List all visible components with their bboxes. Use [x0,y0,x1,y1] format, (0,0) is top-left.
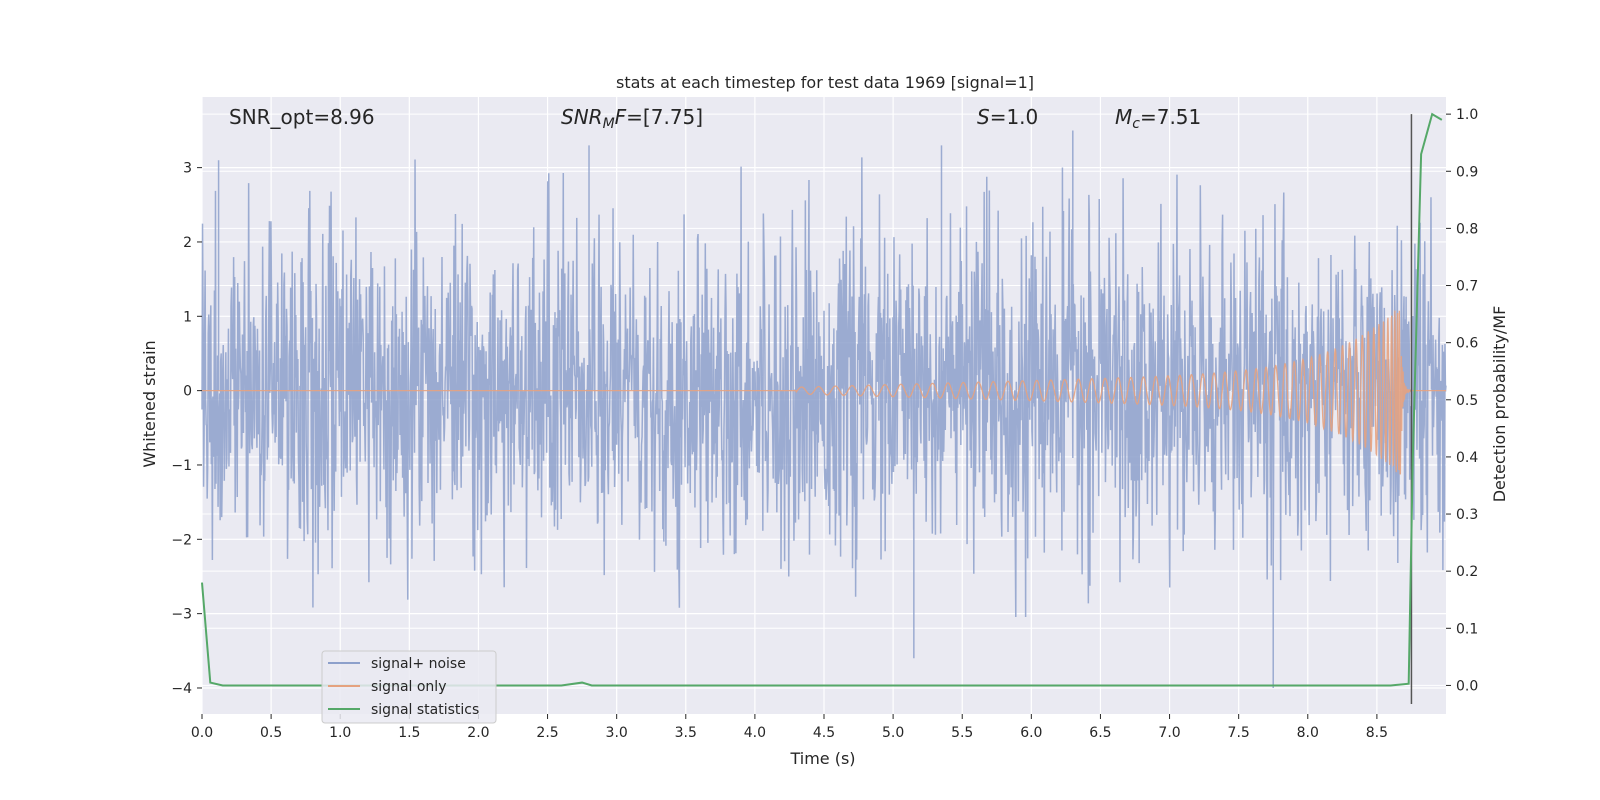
mc-value: =7.51 [1140,105,1201,129]
y-tick-label: 3 [183,161,192,177]
s-symbol: S [977,105,990,129]
legend-label-signal-noise: signal+ noise [371,656,466,672]
x-tick-label: 1.5 [398,725,420,741]
y-right-tick-label: 0.7 [1456,279,1478,295]
x-tick-label: 2.0 [467,725,489,741]
signal-statistics-series [201,112,1443,704]
y-axis-label: Whitened strain [140,340,159,467]
x-tick-label: 3.5 [675,725,697,741]
snr-mf-tail: F [615,105,627,129]
chart-title: stats at each timestep for test data 196… [616,73,1034,92]
signal-noise-series [201,130,1447,688]
y-tick-label: 1 [183,309,192,325]
x-tick-label: 5.5 [951,725,973,741]
legend-box [321,650,497,724]
x-tick-label: 0.0 [191,725,213,741]
y-tick-label: 0 [183,384,192,400]
y-right-tick-label: 0.5 [1456,393,1478,409]
snr-mf-sub: M [603,116,615,132]
x-axis-label: Time (s) [789,749,855,768]
y-right-tick-label: 0.6 [1456,336,1478,352]
x-tick-label: 0.5 [260,725,282,741]
y-right-tick-label: 1.0 [1456,107,1478,123]
x-tick-label: 6.5 [1089,725,1111,741]
mc-sub: c [1132,116,1140,132]
y-right-tick-label: 0.3 [1456,507,1478,523]
s-value: =1.0 [990,105,1039,129]
legend-label-signal-statistics: signal statistics [371,702,479,718]
y-right-tick-label: 0.0 [1456,678,1478,694]
x-tick-label: 7.0 [1158,725,1180,741]
x-tick-label: 3.0 [606,725,628,741]
x-tick-label: 2.5 [536,725,558,741]
annotation-mc: Mc=7.51 [1115,105,1201,132]
snr-mf-base: SNR [561,105,603,129]
x-tick-label: 5.0 [882,725,904,741]
legend-label-signal-only: signal only [371,679,446,695]
y-tick-label: 2 [183,235,192,251]
x-tick-label: 4.0 [744,725,766,741]
axes: 0.0 0.5 1.0 1.5 2.0 2.5 3.0 3.5 4.0 4.5 5.0 5.5 6.0 6… [171,107,1478,741]
x-tick-label: 1.0 [329,725,351,741]
snr-mf-value: =[7.75] [626,105,703,129]
signal-only-series [202,310,1446,475]
annotation-snr-opt: SNR_opt=8.96 [229,105,375,129]
x-tick-label: 8.5 [1366,725,1388,741]
y-right-tick-label: 0.1 [1456,621,1478,637]
mc-symbol: M [1115,105,1132,129]
x-tick-label: 4.5 [813,725,835,741]
signal-statistics-line [201,112,1443,687]
annotation-snr-mf: SNRMF=[7.75] [561,105,703,132]
y-tick-label: −4 [171,681,192,697]
x-tick-label: 7.5 [1228,725,1250,741]
y-tick-label: −3 [171,607,192,623]
y-right-tick-label: 0.2 [1456,564,1478,580]
y-right-tick-label: 0.8 [1456,221,1478,237]
y-right-axis-label: Detection probability/MF [1490,306,1509,503]
y-right-tick-label: 0.9 [1456,164,1478,180]
y-tick-label: −1 [171,458,192,474]
x-tick-label: 6.0 [1020,725,1042,741]
y-tick-label: −2 [171,532,192,548]
signal-only-line [202,310,1446,475]
annotation-s: S=1.0 [977,105,1038,129]
x-tick-label: 8.0 [1297,725,1319,741]
y-right-tick-label: 0.4 [1456,450,1478,466]
legend: signal+ noise signal only signal statist… [321,650,497,724]
signal-noise-line [201,130,1447,688]
